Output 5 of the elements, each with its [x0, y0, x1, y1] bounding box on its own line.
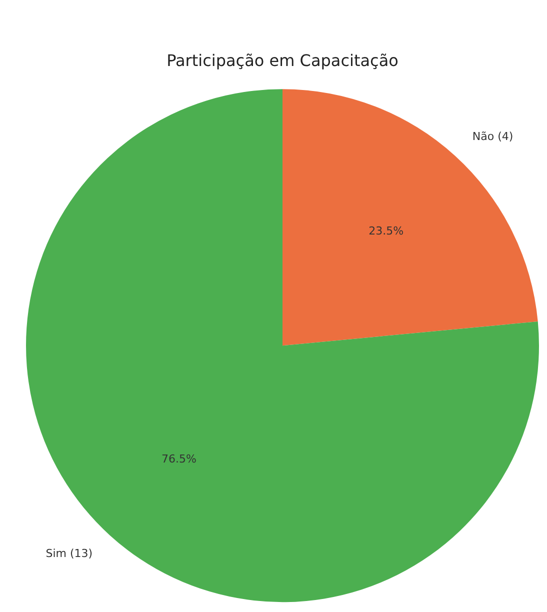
data-label: 76.5% — [161, 452, 196, 466]
data-label: 23.5% — [368, 224, 404, 238]
chart-title: Participação em Capacitação — [166, 50, 398, 70]
slice-label: Não (4) — [472, 130, 514, 143]
slice-label: Sim (13) — [46, 547, 93, 560]
